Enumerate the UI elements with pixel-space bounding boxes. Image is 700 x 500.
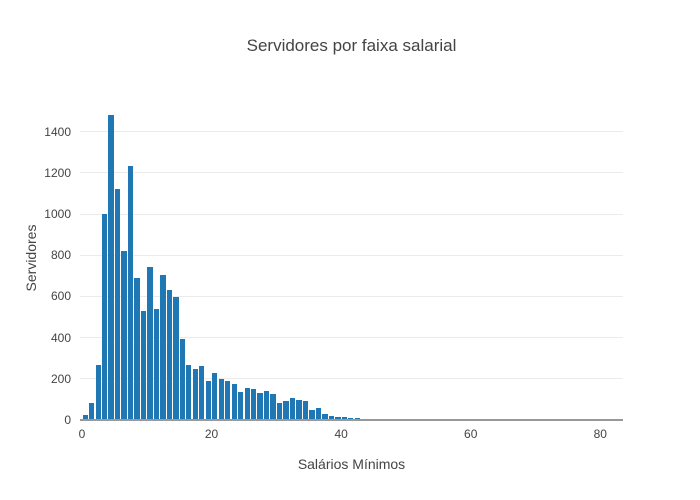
y-tick-label-0: 0 bbox=[64, 413, 71, 427]
gridline-y-200 bbox=[80, 378, 623, 380]
histogram-bar bbox=[108, 115, 114, 420]
histogram-bar bbox=[251, 389, 257, 420]
histogram-bar bbox=[160, 274, 166, 420]
histogram-bar bbox=[179, 338, 185, 420]
gridline-y-800 bbox=[80, 254, 623, 256]
histogram-bar bbox=[218, 378, 224, 420]
y-axis-title: Servidores bbox=[23, 224, 39, 292]
y-tick-label-1400: 1400 bbox=[44, 124, 71, 139]
histogram-bar bbox=[257, 393, 263, 420]
histogram-bar bbox=[296, 400, 302, 420]
histogram-bar bbox=[335, 417, 341, 420]
gridline-y-1400 bbox=[80, 131, 623, 133]
histogram-bar bbox=[225, 380, 231, 420]
histogram-bar bbox=[127, 165, 134, 420]
histogram-bar bbox=[244, 388, 250, 420]
y-tick-label-1200: 1200 bbox=[44, 165, 71, 180]
histogram-bar bbox=[328, 416, 335, 420]
histogram-bar bbox=[289, 398, 296, 420]
histogram-bar bbox=[101, 214, 108, 420]
histogram-bar bbox=[302, 401, 309, 420]
histogram-bar bbox=[309, 409, 315, 420]
histogram-bar bbox=[186, 365, 192, 420]
y-tick-label-400: 400 bbox=[50, 330, 71, 345]
histogram-bar bbox=[95, 365, 101, 420]
histogram-bar bbox=[147, 266, 153, 420]
histogram-bar bbox=[173, 297, 179, 420]
plot-area[interactable]: 0 20 40 60 80 0 200 400 600 800 1000 1200 1400 bbox=[44, 97, 623, 441]
histogram-bar bbox=[134, 277, 140, 420]
histogram-bar bbox=[238, 392, 244, 420]
histogram-bar bbox=[114, 189, 121, 420]
histogram-bar bbox=[270, 394, 276, 420]
histogram-bar bbox=[121, 251, 127, 420]
chart-title: Servidores por faixa salarial bbox=[246, 36, 457, 55]
gridline-y-1000 bbox=[80, 213, 623, 215]
y-tick-label-600: 600 bbox=[50, 289, 71, 304]
gridline-y-1200 bbox=[80, 172, 623, 174]
y-tick-label-1000: 1000 bbox=[44, 207, 71, 221]
histogram-bar bbox=[276, 402, 283, 420]
histogram-bar bbox=[348, 417, 354, 420]
gridline-y-600 bbox=[80, 295, 623, 297]
histogram-bar bbox=[263, 391, 270, 420]
histogram-bar bbox=[212, 372, 218, 420]
x-tick-label-0: 0 bbox=[78, 427, 86, 441]
histogram-bar bbox=[315, 408, 322, 420]
histogram-bar bbox=[82, 415, 88, 420]
gridline-y-400 bbox=[80, 337, 623, 339]
x-tick-label-60: 60 bbox=[464, 427, 478, 441]
histogram-bar bbox=[199, 366, 205, 420]
histogram-bar bbox=[153, 308, 160, 420]
x-axis-line bbox=[80, 419, 623, 421]
histogram-bar bbox=[205, 380, 211, 420]
histogram-bar bbox=[283, 401, 289, 420]
histogram-bar bbox=[166, 290, 173, 420]
y-tick-label-800: 800 bbox=[50, 248, 71, 263]
x-tick-label-20: 20 bbox=[204, 427, 219, 441]
histogram-bar bbox=[231, 383, 237, 420]
y-tick-label-200: 200 bbox=[50, 371, 71, 386]
histogram-bar bbox=[89, 402, 95, 420]
histogram-bar bbox=[140, 310, 147, 420]
x-tick-label-80: 80 bbox=[593, 427, 607, 441]
histogram-bar bbox=[341, 416, 347, 420]
histogram-bar bbox=[322, 414, 328, 420]
x-axis-title: Salários Mínimos bbox=[297, 456, 406, 472]
x-tick-label-40: 40 bbox=[334, 427, 348, 441]
histogram-bar bbox=[192, 368, 198, 420]
